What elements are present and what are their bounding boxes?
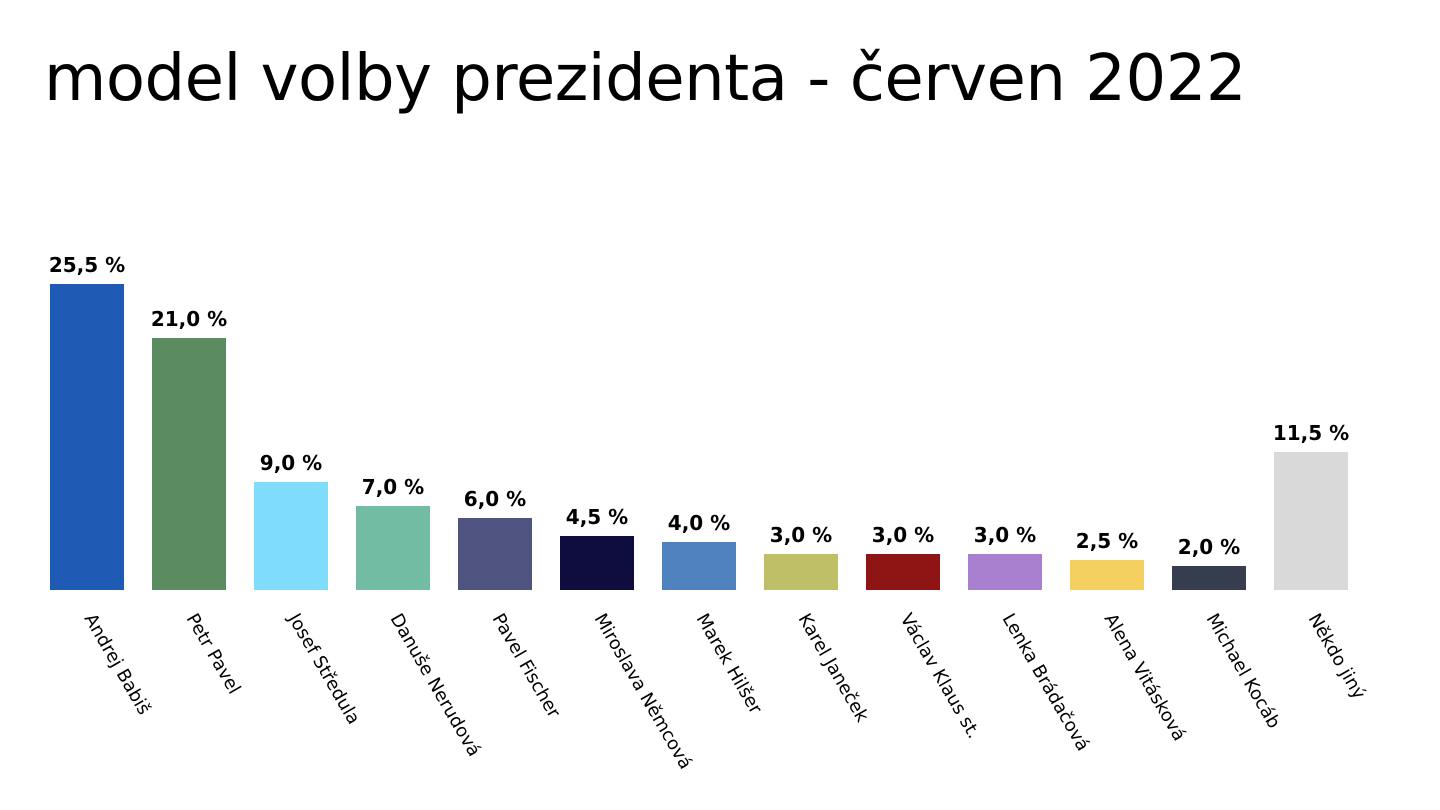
category-label-8: Karel Janeček <box>794 610 873 726</box>
value-label-3: 9,0 % <box>260 451 322 475</box>
value-label-5: 6,0 % <box>464 487 526 511</box>
category-label-13: Někdo jiný <box>1304 610 1370 703</box>
bar-7 <box>662 542 736 590</box>
category-label-12: Michael Kocáb <box>1202 610 1285 732</box>
chart-title: model volby prezidenta - červen 2022 <box>44 42 1247 116</box>
bar-3 <box>254 482 328 590</box>
bar-2 <box>152 338 226 590</box>
bar-11 <box>1070 560 1144 590</box>
bar-8 <box>764 554 838 590</box>
value-label-13: 11,5 % <box>1273 421 1349 445</box>
value-label-12: 2,0 % <box>1178 535 1240 559</box>
category-label-9: Václav Klaus st. <box>896 610 985 742</box>
category-label-2: Petr Pavel <box>182 610 245 698</box>
bars-group <box>50 284 1348 590</box>
bar-4 <box>356 506 430 590</box>
value-label-7: 4,0 % <box>668 511 730 535</box>
category-labels-group: Andrej Babiš Petr Pavel Josef Středula Danu… <box>80 609 1370 773</box>
bar-13 <box>1274 452 1348 590</box>
bar-6 <box>560 536 634 590</box>
value-label-1: 25,5 % <box>49 253 125 277</box>
category-label-11: Alena Vitásková <box>1100 610 1190 745</box>
value-label-6: 4,5 % <box>566 505 628 529</box>
value-label-2: 21,0 % <box>151 307 227 331</box>
bar-5 <box>458 518 532 590</box>
category-label-1: Andrej Babiš <box>80 610 155 718</box>
category-label-7: Marek Hilšer <box>692 610 767 718</box>
value-labels-group: 25,5 % 21,0 % 9,0 % 7,0 % 6,0 % 4,5 % 4,0 % 3,0… <box>49 253 1349 559</box>
value-label-11: 2,5 % <box>1076 529 1138 553</box>
value-label-9: 3,0 % <box>872 523 934 547</box>
category-label-10: Lenka Brádačová <box>998 610 1094 755</box>
bar-10 <box>968 554 1042 590</box>
category-label-4: Danuše Nerudová <box>386 610 485 760</box>
value-label-4: 7,0 % <box>362 475 424 499</box>
bar-9 <box>866 554 940 590</box>
bar-12 <box>1172 566 1246 590</box>
bar-1 <box>50 284 124 590</box>
category-label-6: Miroslava Němcová <box>590 610 696 773</box>
value-label-8: 3,0 % <box>770 523 832 547</box>
value-label-10: 3,0 % <box>974 523 1036 547</box>
category-label-3: Josef Středula <box>283 609 364 728</box>
category-label-5: Pavel Fischer <box>488 610 565 722</box>
